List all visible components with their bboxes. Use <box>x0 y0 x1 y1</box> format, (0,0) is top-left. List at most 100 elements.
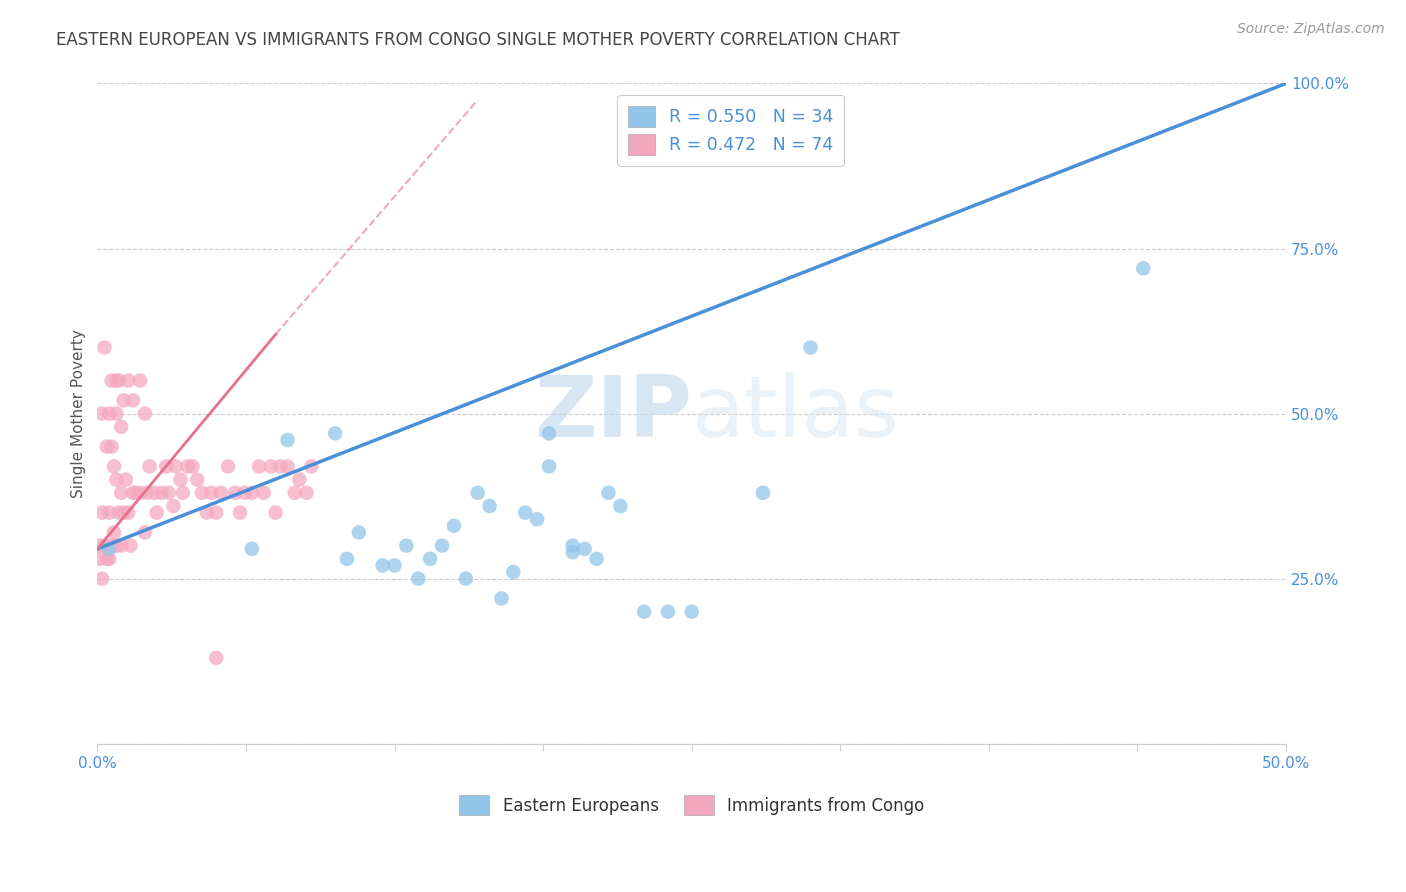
Point <box>491 591 513 606</box>
Point <box>157 485 180 500</box>
Point <box>117 506 139 520</box>
Point <box>253 485 276 500</box>
Point <box>93 341 115 355</box>
Point <box>98 551 121 566</box>
Point <box>371 558 394 573</box>
Point <box>162 499 184 513</box>
Point <box>176 459 198 474</box>
Point <box>122 485 145 500</box>
Point <box>205 651 228 665</box>
Point <box>430 539 453 553</box>
Point <box>181 459 204 474</box>
Point <box>89 551 111 566</box>
Point <box>609 499 631 513</box>
Point <box>138 459 160 474</box>
Point <box>395 539 418 553</box>
Point <box>124 485 146 500</box>
Point <box>205 506 228 520</box>
Point <box>129 485 152 500</box>
Point <box>264 506 287 520</box>
Point <box>107 506 129 520</box>
Point <box>107 374 129 388</box>
Point <box>240 485 263 500</box>
Text: Source: ZipAtlas.com: Source: ZipAtlas.com <box>1237 22 1385 37</box>
Point <box>288 473 311 487</box>
Point <box>100 539 122 553</box>
Point <box>165 459 187 474</box>
Point <box>134 525 156 540</box>
Point <box>681 605 703 619</box>
Point <box>502 565 524 579</box>
Point <box>89 539 111 553</box>
Point <box>574 541 596 556</box>
Point <box>110 539 132 553</box>
Point <box>112 393 135 408</box>
Point <box>561 545 583 559</box>
Point <box>277 459 299 474</box>
Point <box>195 506 218 520</box>
Point <box>240 541 263 556</box>
Point <box>91 407 114 421</box>
Point <box>384 558 406 573</box>
Point <box>100 440 122 454</box>
Point <box>110 485 132 500</box>
Y-axis label: Single Mother Poverty: Single Mother Poverty <box>72 329 86 498</box>
Point <box>454 572 477 586</box>
Point <box>129 374 152 388</box>
Point <box>217 459 239 474</box>
Point <box>103 459 125 474</box>
Point <box>269 459 291 474</box>
Point <box>224 485 246 500</box>
Point <box>98 541 121 556</box>
Legend: Eastern Europeans, Immigrants from Congo: Eastern Europeans, Immigrants from Congo <box>453 789 931 822</box>
Point <box>122 393 145 408</box>
Point <box>561 539 583 553</box>
Point <box>233 485 256 500</box>
Point <box>323 426 346 441</box>
Point <box>537 459 560 474</box>
Point <box>112 506 135 520</box>
Point <box>120 539 142 553</box>
Point <box>585 551 607 566</box>
Point <box>186 473 208 487</box>
Point <box>752 485 775 500</box>
Point <box>191 485 214 500</box>
Point <box>247 459 270 474</box>
Point <box>633 605 655 619</box>
Point <box>105 374 128 388</box>
Point <box>526 512 548 526</box>
Point <box>467 485 489 500</box>
Point <box>277 433 299 447</box>
Point <box>105 473 128 487</box>
Point <box>336 551 359 566</box>
Point <box>284 485 307 500</box>
Point <box>1132 261 1154 276</box>
Point <box>91 506 114 520</box>
Point <box>295 485 318 500</box>
Text: atlas: atlas <box>692 372 900 455</box>
Point <box>110 419 132 434</box>
Point <box>96 440 118 454</box>
Point <box>347 525 370 540</box>
Point <box>515 506 537 520</box>
Point <box>96 551 118 566</box>
Point <box>299 459 322 474</box>
Point <box>98 506 121 520</box>
Point <box>155 459 177 474</box>
Point <box>98 407 121 421</box>
Point <box>100 374 122 388</box>
Point <box>136 485 159 500</box>
Point <box>657 605 679 619</box>
Point <box>260 459 283 474</box>
Point <box>229 506 252 520</box>
Point <box>443 518 465 533</box>
Point <box>419 551 441 566</box>
Point <box>150 485 173 500</box>
Point <box>93 539 115 553</box>
Point <box>117 374 139 388</box>
Point <box>115 473 138 487</box>
Point <box>146 506 169 520</box>
Point <box>209 485 232 500</box>
Point <box>537 426 560 441</box>
Point <box>103 525 125 540</box>
